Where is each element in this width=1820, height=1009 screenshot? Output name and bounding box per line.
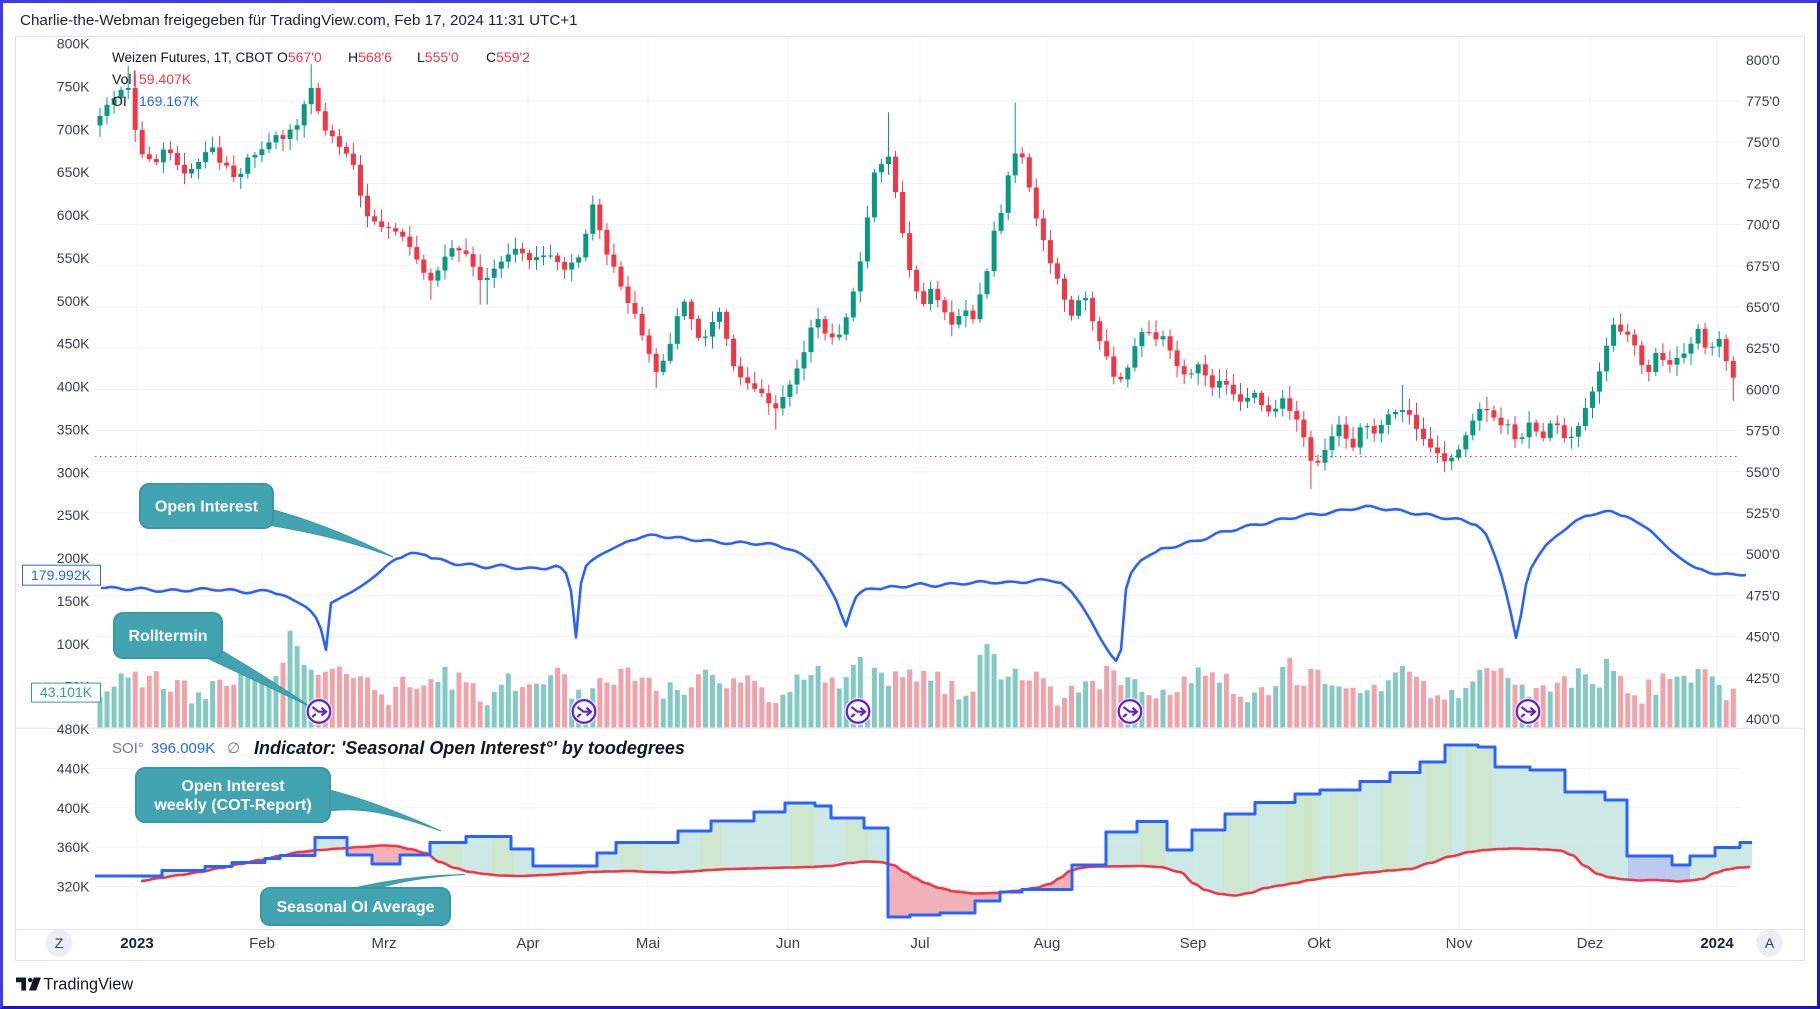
- svg-text:Open Interest: Open Interest: [181, 778, 285, 795]
- svg-text:440K: 440K: [57, 761, 90, 777]
- svg-text:Dez: Dez: [1577, 935, 1604, 952]
- svg-text:800K: 800K: [57, 36, 90, 52]
- svg-text:600K: 600K: [57, 207, 90, 223]
- svg-text:550'0: 550'0: [1746, 464, 1780, 480]
- svg-text:550K: 550K: [57, 250, 90, 266]
- svg-text:400K: 400K: [57, 800, 90, 816]
- svg-text:∅: ∅: [227, 740, 240, 757]
- svg-text:625'0: 625'0: [1746, 340, 1780, 356]
- svg-text:525'0: 525'0: [1746, 505, 1780, 521]
- svg-text:Weizen Futures, 1T, CBOT: Weizen Futures, 1T, CBOT: [112, 50, 273, 65]
- svg-text:475'0: 475'0: [1746, 587, 1780, 603]
- svg-text:SOI°: SOI°: [112, 740, 144, 757]
- svg-text:396.009K: 396.009K: [151, 740, 215, 757]
- svg-text:150K: 150K: [57, 593, 90, 609]
- svg-text:360K: 360K: [57, 839, 90, 855]
- svg-text:43.101K: 43.101K: [40, 684, 93, 700]
- svg-text:500K: 500K: [57, 293, 90, 309]
- svg-text:Indicator: 'Seasonal Open Inte: Indicator: 'Seasonal Open Interest°' by …: [254, 738, 685, 758]
- svg-text:Seasonal OI Average: Seasonal OI Average: [277, 899, 435, 916]
- svg-text:C559'2: C559'2: [486, 49, 530, 65]
- svg-text:Mai: Mai: [636, 935, 660, 952]
- svg-text:H568'6: H568'6: [348, 49, 392, 65]
- svg-text:400'0: 400'0: [1746, 711, 1780, 727]
- svg-text:Okt: Okt: [1307, 935, 1331, 952]
- svg-text:TradingView: TradingView: [44, 976, 134, 994]
- svg-text:OI: OI: [112, 93, 127, 109]
- svg-text:500'0: 500'0: [1746, 546, 1780, 562]
- svg-text:400K: 400K: [57, 379, 90, 395]
- svg-text:250K: 250K: [57, 507, 90, 523]
- svg-text:Jun: Jun: [776, 935, 800, 952]
- svg-text:Apr: Apr: [516, 935, 539, 952]
- svg-text:750'0: 750'0: [1746, 134, 1780, 150]
- svg-text:425'0: 425'0: [1746, 670, 1780, 686]
- svg-text:200K: 200K: [57, 550, 90, 566]
- svg-text:725'0: 725'0: [1746, 175, 1780, 191]
- svg-text:450K: 450K: [57, 336, 90, 352]
- svg-text:Sep: Sep: [1180, 935, 1207, 952]
- svg-text:650'0: 650'0: [1746, 299, 1780, 315]
- svg-text:169.167K: 169.167K: [139, 93, 200, 109]
- svg-text:179.992K: 179.992K: [31, 567, 92, 583]
- svg-text:480K: 480K: [57, 721, 90, 737]
- svg-text:320K: 320K: [57, 878, 90, 894]
- svg-text:650K: 650K: [57, 164, 90, 180]
- svg-text:100K: 100K: [57, 636, 90, 652]
- svg-text:700K: 700K: [57, 121, 90, 137]
- svg-text:350K: 350K: [57, 421, 90, 437]
- svg-text:weekly (COT-Report): weekly (COT-Report): [153, 797, 311, 814]
- svg-text:800'0: 800'0: [1746, 52, 1780, 68]
- svg-text:2024: 2024: [1700, 935, 1734, 952]
- svg-text:O567'0: O567'0: [277, 49, 322, 65]
- svg-text:Jul: Jul: [910, 935, 929, 952]
- svg-text:59.407K: 59.407K: [139, 71, 192, 87]
- svg-text:675'0: 675'0: [1746, 258, 1780, 274]
- svg-text:A: A: [1765, 935, 1775, 951]
- svg-text:Open Interest: Open Interest: [155, 499, 259, 516]
- svg-text:L555'0: L555'0: [417, 49, 459, 65]
- svg-text:750K: 750K: [57, 78, 90, 94]
- svg-text:Rolltermin: Rolltermin: [128, 628, 207, 645]
- svg-text:775'0: 775'0: [1746, 93, 1780, 109]
- svg-text:Vol: Vol: [112, 71, 131, 87]
- svg-text:600'0: 600'0: [1746, 381, 1780, 397]
- svg-text:2023: 2023: [120, 935, 153, 952]
- svg-text:Feb: Feb: [249, 935, 275, 952]
- svg-text:700'0: 700'0: [1746, 217, 1780, 233]
- svg-text:Mrz: Mrz: [372, 935, 397, 952]
- svg-text:450'0: 450'0: [1746, 629, 1780, 645]
- svg-text:Z: Z: [55, 935, 64, 951]
- svg-text:Nov: Nov: [1446, 935, 1473, 952]
- svg-text:Aug: Aug: [1034, 935, 1061, 952]
- svg-text:300K: 300K: [57, 464, 90, 480]
- svg-text:575'0: 575'0: [1746, 423, 1780, 439]
